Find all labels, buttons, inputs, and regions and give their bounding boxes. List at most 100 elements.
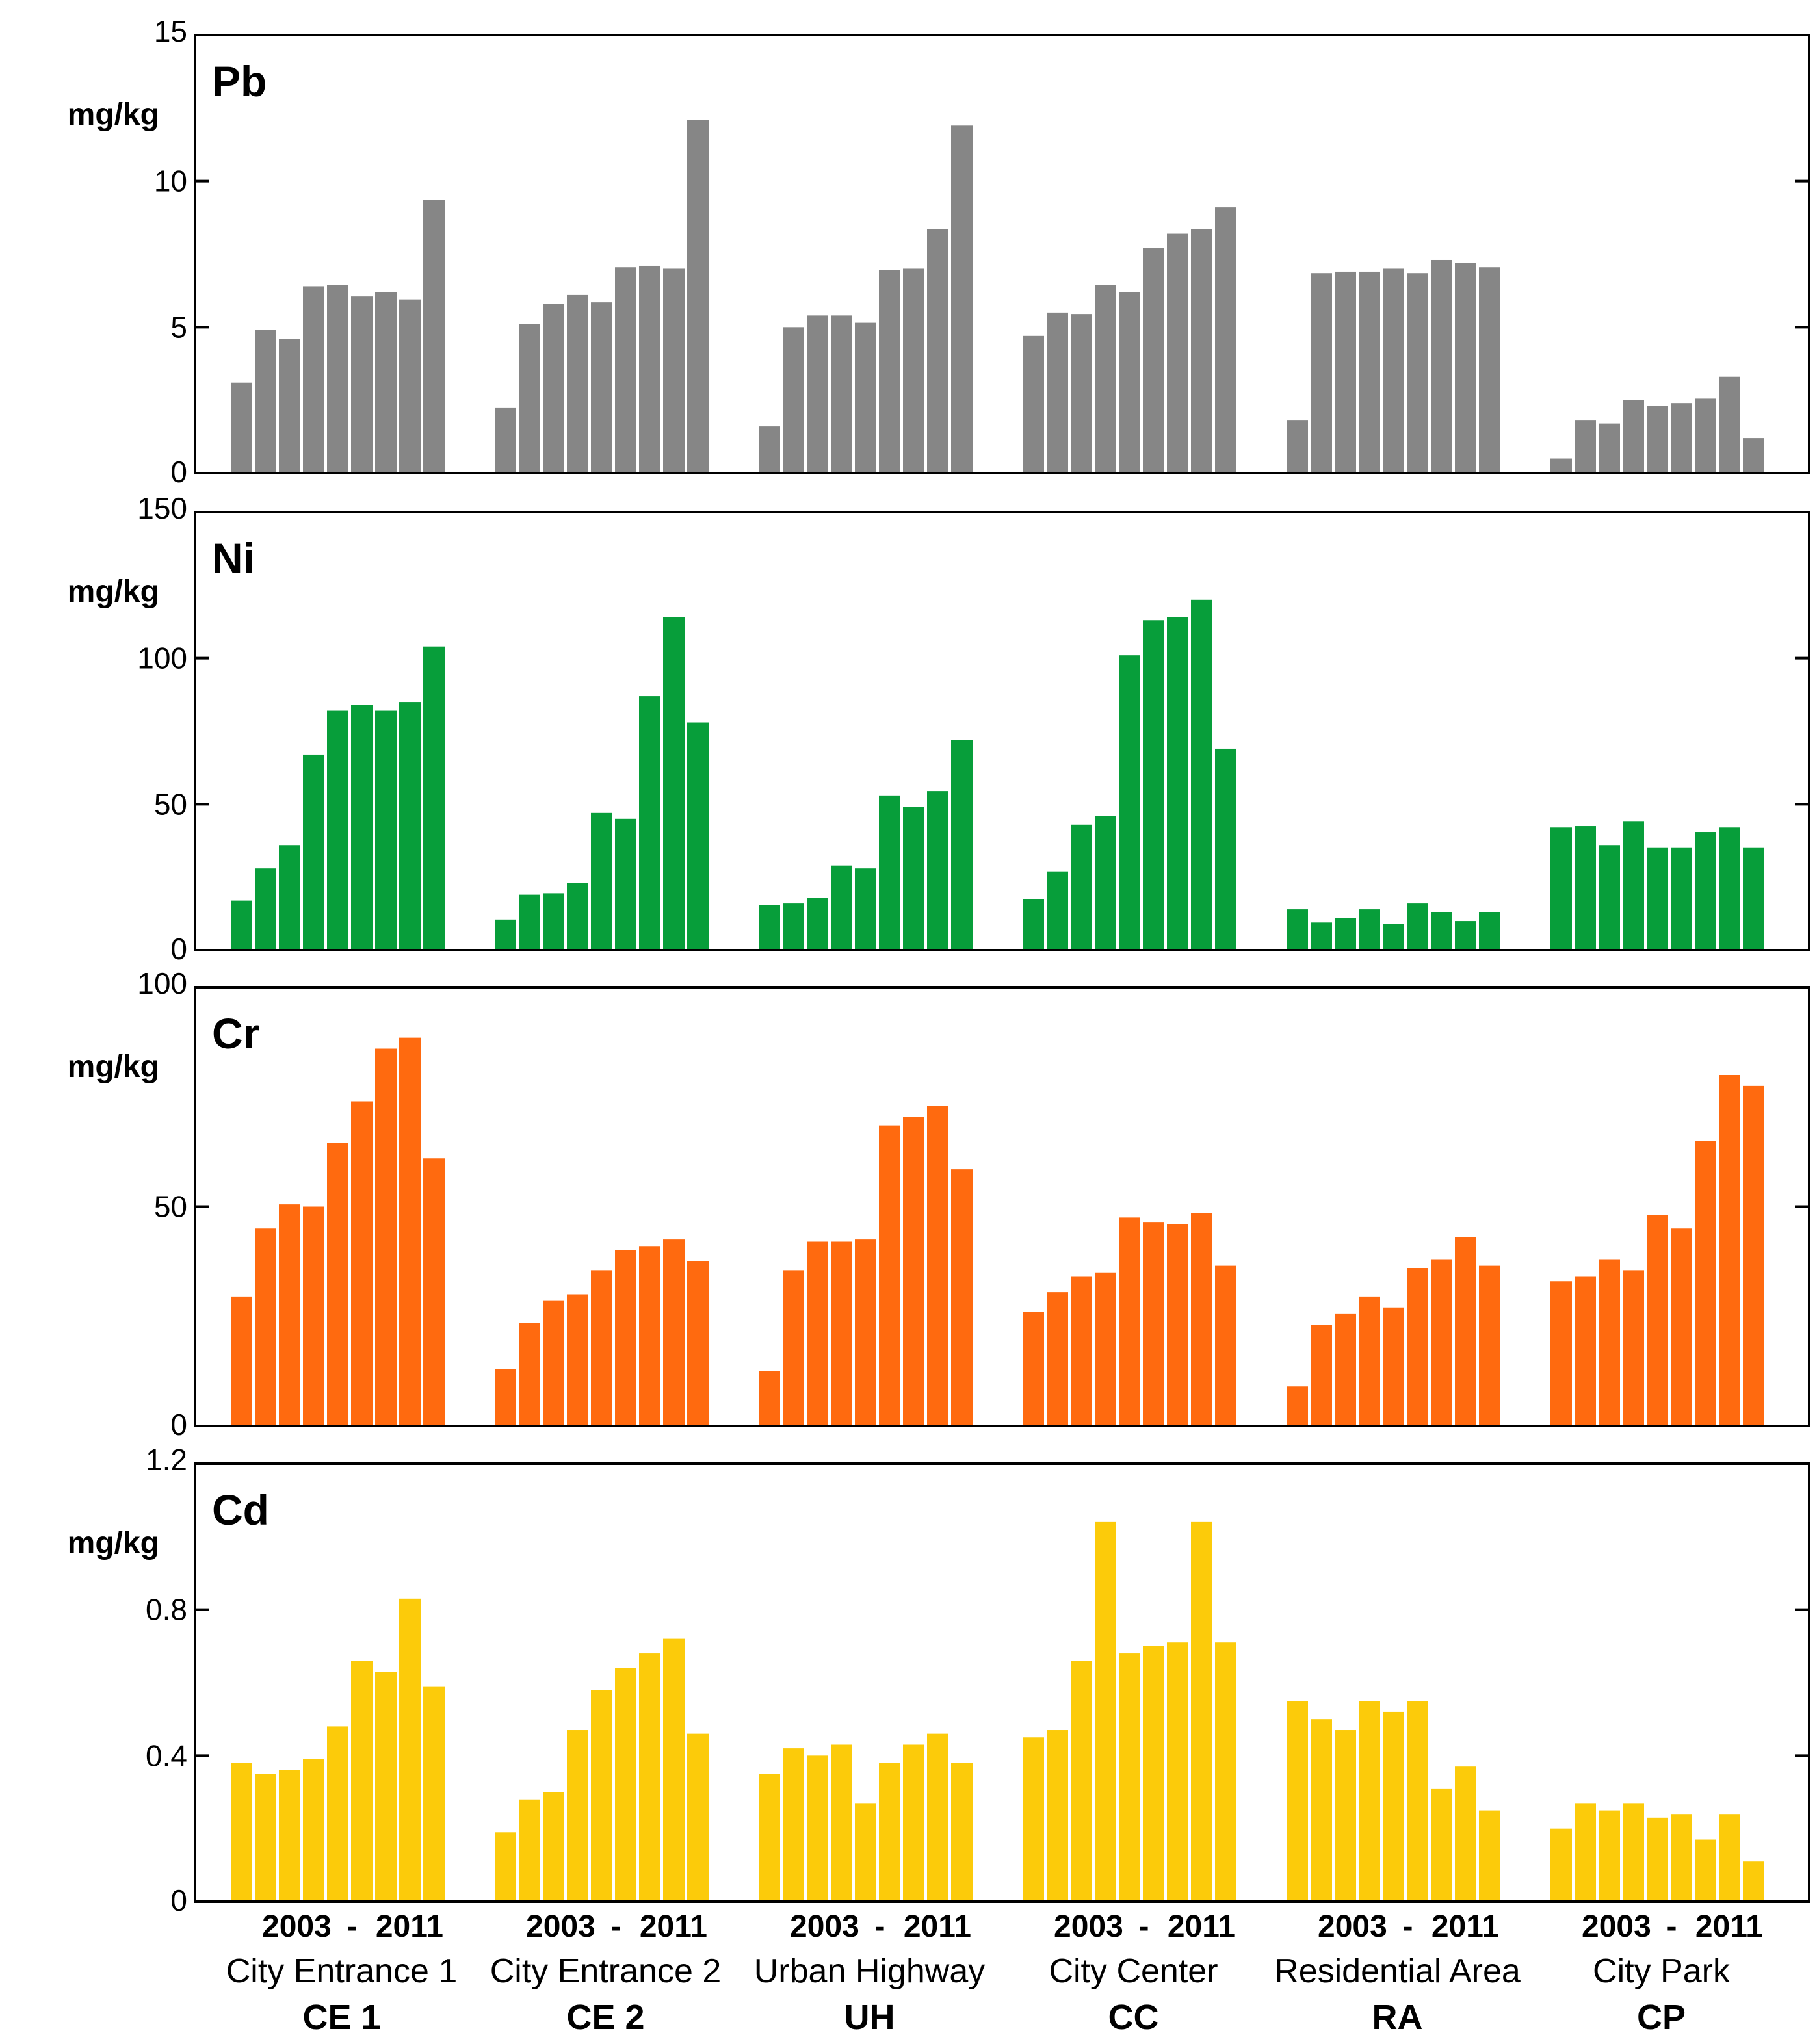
bar-ni-ce1-6 (351, 705, 373, 950)
bar-cd-ce2-2 (519, 1799, 540, 1902)
bar-cd-cp-6 (1671, 1814, 1692, 1902)
bar-pb-uh-1 (759, 426, 780, 473)
year-end-label: 2011 (1431, 1909, 1499, 1944)
bar-ni-cp-1 (1550, 827, 1572, 950)
panel-frame-cd (194, 1462, 1810, 1903)
bar-ni-ce2-5 (591, 812, 612, 950)
bar-cr-ce1-5 (327, 1143, 348, 1426)
bar-cd-uh-1 (759, 1774, 780, 1902)
bar-cr-ce1-4 (303, 1206, 324, 1426)
bar-cd-cc-1 (1023, 1737, 1044, 1902)
bar-pb-ce1-2 (255, 330, 276, 473)
bar-cr-cc-4 (1095, 1272, 1116, 1426)
bar-cr-cp-9 (1743, 1085, 1764, 1426)
site-code-label: CE 1 (302, 1998, 380, 2037)
bar-pb-cp-4 (1623, 400, 1644, 473)
bar-ni-ce2-2 (519, 894, 540, 950)
bar-cd-cp-3 (1599, 1810, 1620, 1902)
bar-cd-uh-6 (879, 1763, 900, 1902)
y-tick-label-cd: 0.4 (146, 1739, 187, 1772)
year-dash-label: - (1403, 1909, 1413, 1944)
y-tick-label-cr: 0 (170, 1408, 187, 1442)
y-tick-label-cr: 50 (154, 1190, 187, 1224)
bar-ni-cp-8 (1719, 827, 1740, 950)
bar-cr-cc-6 (1143, 1222, 1164, 1426)
year-start-label: 2003 (526, 1909, 595, 1944)
bar-pb-cp-1 (1550, 458, 1572, 473)
bar-cd-ce1-2 (255, 1774, 276, 1902)
bar-ni-cc-1 (1023, 899, 1044, 950)
year-dash-label: - (611, 1909, 621, 1944)
y-tick-label-cd: 0.8 (146, 1593, 187, 1627)
bar-cr-uh-6 (879, 1125, 900, 1426)
bar-ni-ce2-6 (615, 818, 636, 950)
bar-cd-cc-3 (1071, 1661, 1092, 1902)
bar-ni-ce2-3 (543, 893, 564, 950)
panel-title-pb: Pb (212, 57, 267, 105)
bar-ni-ra-7 (1431, 912, 1452, 950)
bar-pb-cc-4 (1095, 285, 1116, 473)
site-code-label: CC (1108, 1998, 1159, 2037)
y-tick-label-pb: 5 (170, 310, 187, 344)
bar-cr-ce2-8 (663, 1239, 685, 1426)
bar-ni-ce1-3 (279, 845, 300, 950)
year-dash-label: - (1139, 1909, 1149, 1944)
bar-cd-cp-8 (1719, 1814, 1740, 1902)
bar-cd-ce2-6 (615, 1668, 636, 1902)
bar-ni-ra-3 (1335, 918, 1356, 950)
bar-cr-ce1-1 (231, 1296, 252, 1426)
bar-pb-ra-9 (1479, 267, 1500, 473)
bar-cd-ra-1 (1287, 1701, 1308, 1902)
bar-cd-ra-6 (1407, 1701, 1428, 1902)
site-code-label: UH (844, 1998, 895, 2037)
bar-cr-ce1-2 (255, 1228, 276, 1426)
bar-ni-ce1-9 (423, 646, 445, 950)
y-tick-label-pb: 0 (170, 455, 187, 489)
bar-pb-uh-2 (783, 327, 804, 473)
bar-ni-cp-3 (1599, 845, 1620, 950)
site-name-label: City Entrance 2 (490, 1952, 722, 1990)
bar-ni-ce1-5 (327, 710, 348, 950)
site-name-label: City Center (1049, 1952, 1218, 1990)
site-code-label: CP (1637, 1998, 1686, 2037)
bar-pb-ra-4 (1359, 271, 1380, 473)
bar-cd-ra-7 (1431, 1788, 1452, 1902)
y-tick-label-ni: 50 (154, 787, 187, 821)
bar-cr-cc-7 (1167, 1224, 1188, 1426)
bar-pb-ra-7 (1431, 259, 1452, 473)
unit-label-cr: mg/kg (68, 1050, 159, 1084)
year-end-label: 2011 (640, 1909, 707, 1944)
year-start-label: 2003 (790, 1909, 859, 1944)
bar-cd-uh-4 (831, 1744, 852, 1902)
bar-cr-ce2-1 (495, 1369, 516, 1426)
bar-pb-ce1-8 (399, 299, 421, 473)
bar-cd-ce2-9 (687, 1733, 709, 1902)
bar-cr-uh-8 (927, 1106, 948, 1426)
bar-pb-ce1-1 (231, 382, 252, 473)
bar-cr-ra-6 (1407, 1268, 1428, 1426)
unit-label-cd: mg/kg (68, 1526, 159, 1560)
bar-cr-uh-5 (855, 1239, 876, 1426)
bar-pb-ce1-5 (327, 285, 348, 473)
bar-pb-ra-1 (1287, 420, 1308, 473)
bar-ni-cc-3 (1071, 824, 1092, 950)
bar-pb-ra-5 (1383, 268, 1404, 473)
bar-cr-cc-3 (1071, 1276, 1092, 1426)
bar-pb-cc-9 (1215, 207, 1236, 473)
bar-cd-cp-5 (1647, 1817, 1668, 1902)
bar-cd-ra-5 (1383, 1711, 1404, 1902)
bar-ni-uh-1 (759, 905, 780, 950)
bar-cr-ce1-9 (423, 1158, 445, 1426)
bar-cd-ce2-1 (495, 1832, 516, 1902)
bar-cd-uh-7 (903, 1744, 924, 1902)
site-name-label: Residential Area (1274, 1952, 1521, 1990)
bar-pb-cp-7 (1695, 398, 1716, 473)
bar-cd-ce2-5 (591, 1690, 612, 1902)
bar-cr-cp-8 (1719, 1075, 1740, 1426)
bar-cr-cp-7 (1695, 1141, 1716, 1426)
bar-ni-uh-8 (927, 791, 948, 950)
bar-ni-cp-6 (1671, 847, 1692, 950)
bar-cd-ce1-1 (231, 1763, 252, 1902)
bar-cd-ce1-9 (423, 1686, 445, 1902)
bar-cd-cc-8 (1191, 1521, 1212, 1902)
